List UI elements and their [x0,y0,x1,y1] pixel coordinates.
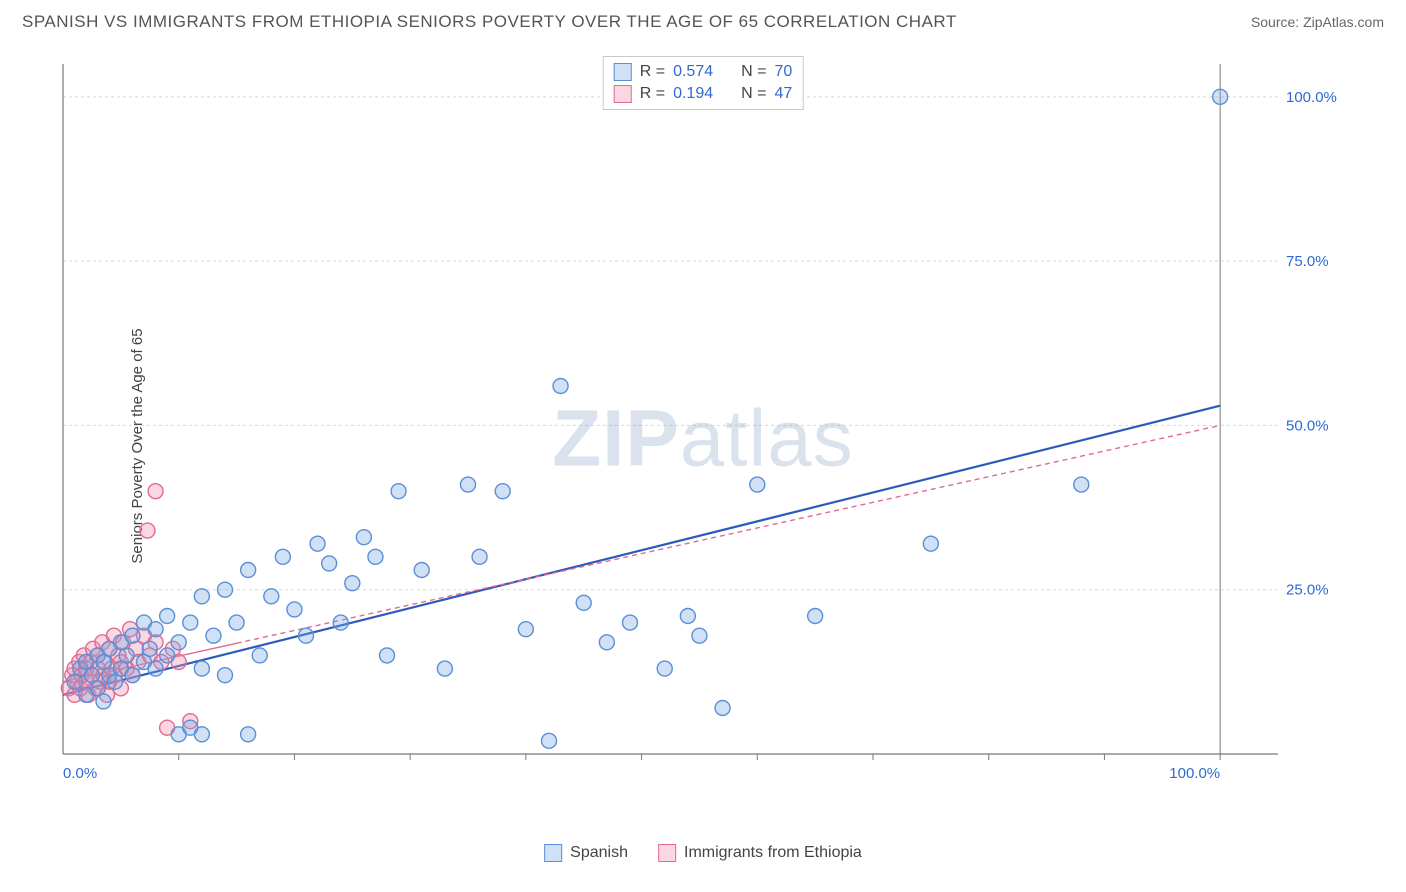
svg-text:100.0%: 100.0% [1169,765,1220,782]
svg-text:100.0%: 100.0% [1286,89,1337,106]
swatch-ethiopia [658,844,676,862]
legend-label-ethiopia: Immigrants from Ethiopia [684,844,862,862]
source-label: Source: [1251,14,1303,30]
source-attribution: Source: ZipAtlas.com [1251,14,1384,30]
svg-text:75.0%: 75.0% [1286,253,1329,270]
scatter-chart: 25.0% 50.0% 75.0% 100.0% 0.0% 100.0% [58,54,1348,794]
chart-title: SPANISH VS IMMIGRANTS FROM ETHIOPIA SENI… [22,12,957,32]
n-value-ethiopia: 47 [774,85,792,103]
n-value-spanish: 70 [774,63,792,81]
plot-area: 25.0% 50.0% 75.0% 100.0% 0.0% 100.0% [58,54,1348,794]
swatch-spanish [614,63,632,81]
svg-text:0.0%: 0.0% [63,765,97,782]
source-name: ZipAtlas.com [1303,14,1384,30]
stats-legend: R = 0.574 N = 70 R = 0.194 N = 47 [603,56,804,110]
svg-text:50.0%: 50.0% [1286,417,1329,434]
legend-item-ethiopia: Immigrants from Ethiopia [658,844,862,862]
legend-item-spanish: Spanish [544,844,628,862]
n-label: N = [741,85,766,103]
r-label: R = [640,85,665,103]
series-legend: Spanish Immigrants from Ethiopia [544,844,862,862]
r-label: R = [640,63,665,81]
stats-row-spanish: R = 0.574 N = 70 [614,61,793,83]
legend-label-spanish: Spanish [570,844,628,862]
swatch-ethiopia [614,85,632,103]
title-bar: SPANISH VS IMMIGRANTS FROM ETHIOPIA SENI… [22,12,1384,32]
r-value-ethiopia: 0.194 [673,85,713,103]
svg-text:25.0%: 25.0% [1286,582,1329,599]
swatch-spanish [544,844,562,862]
r-value-spanish: 0.574 [673,63,713,81]
stats-row-ethiopia: R = 0.194 N = 47 [614,83,793,105]
n-label: N = [741,63,766,81]
